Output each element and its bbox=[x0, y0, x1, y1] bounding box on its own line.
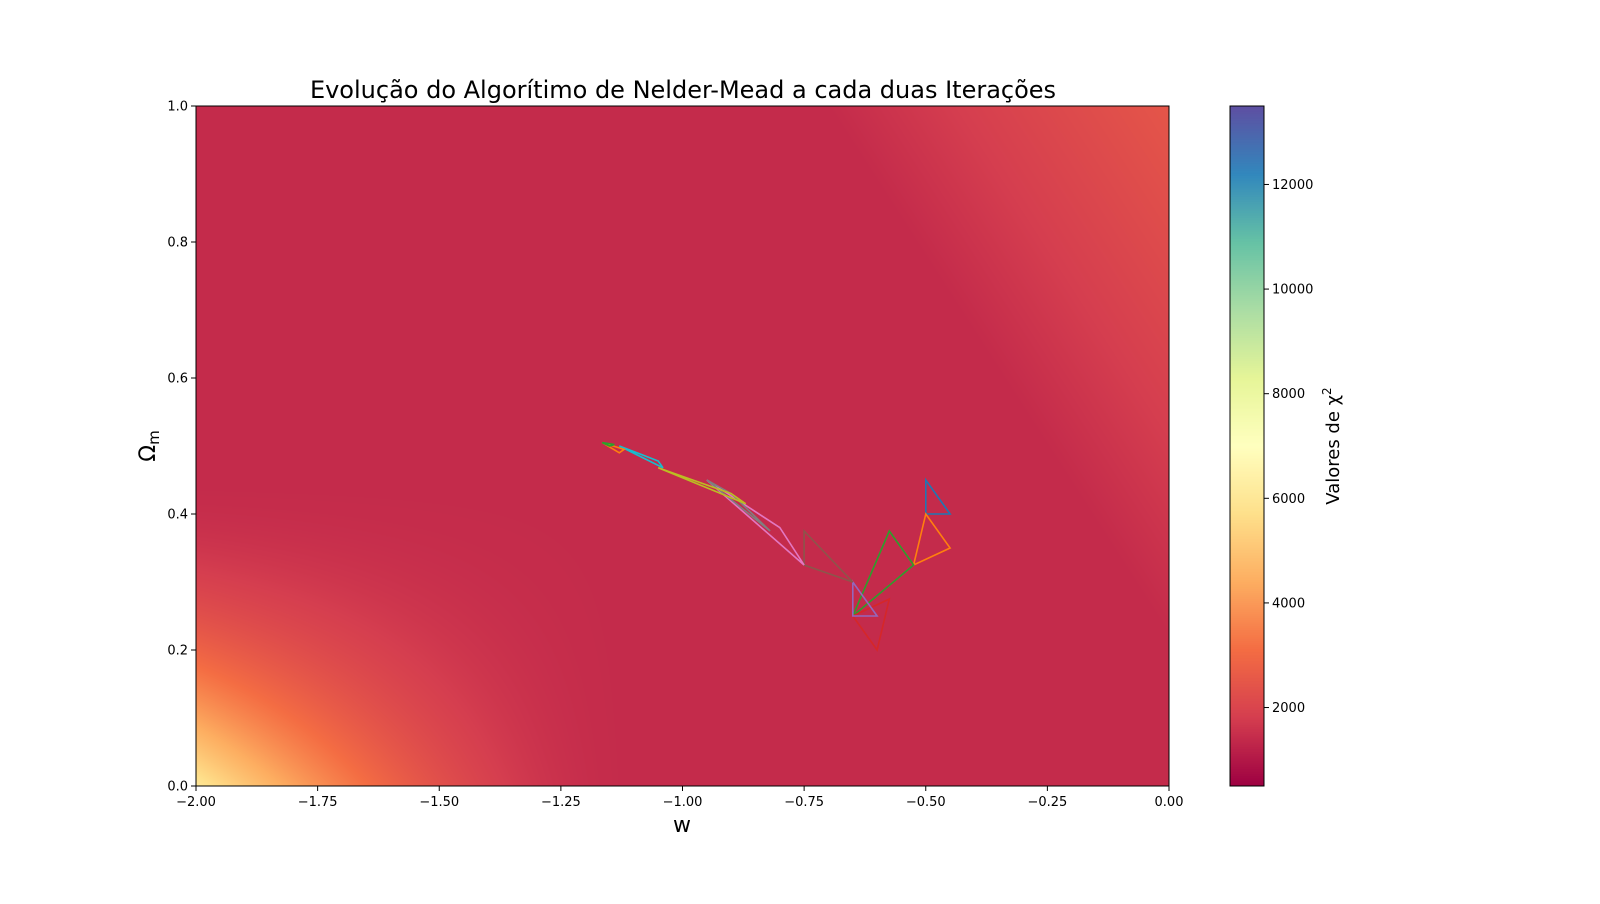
x-tick-label: −1.00 bbox=[663, 795, 703, 810]
simplex-triangle-5 bbox=[851, 579, 879, 617]
x-tick-label: −1.25 bbox=[541, 795, 581, 810]
simplex-triangle-9 bbox=[657, 467, 747, 505]
heatmap-foreign bbox=[196, 106, 1169, 786]
y-tick-label: 0.4 bbox=[167, 508, 188, 523]
y-axis-label-main: Ω bbox=[136, 445, 161, 462]
chart-title: Evolução do Algorítimo de Nelder-Mead a … bbox=[310, 76, 1056, 104]
colorbar-canvas bbox=[1230, 106, 1264, 786]
colorbar-label: Valores de χ2 bbox=[1320, 387, 1344, 504]
y-axis-label: Ωm bbox=[136, 430, 163, 461]
simplex-triangle-12 bbox=[601, 441, 615, 447]
colorbar-tick-label: 8000 bbox=[1272, 387, 1305, 402]
y-axis: 0.0 0.2 0.4 0.6 0.8 1.0 bbox=[167, 100, 196, 795]
y-tick-label: 0.6 bbox=[167, 372, 188, 387]
colorbar-label-sup: 2 bbox=[1320, 387, 1334, 395]
y-tick-label: 0.0 bbox=[167, 780, 188, 795]
y-axis-label-sub: m bbox=[145, 430, 163, 445]
simplex-triangle-3 bbox=[852, 529, 915, 617]
y-tick-label: 0.8 bbox=[167, 236, 188, 251]
x-tick-label: 0.00 bbox=[1155, 795, 1184, 810]
colorbar-frame bbox=[1229, 105, 1265, 787]
x-tick-label: −0.50 bbox=[906, 795, 946, 810]
simplex-triangle-8 bbox=[706, 479, 771, 532]
colorbar-tick-label: 2000 bbox=[1272, 701, 1305, 716]
simplex-triangle-11 bbox=[601, 441, 626, 454]
simplex-layer bbox=[601, 441, 952, 652]
plot-area bbox=[195, 105, 1170, 787]
x-axis-label: w bbox=[673, 813, 691, 838]
x-tick-label: −2.00 bbox=[176, 795, 216, 810]
colorbar-tick-label: 4000 bbox=[1272, 596, 1305, 611]
colorbar-ticks: 2000 4000 6000 8000 10000 12000 bbox=[1264, 178, 1313, 716]
simplex-triangle-1 bbox=[924, 477, 952, 515]
x-tick-label: −0.75 bbox=[784, 795, 824, 810]
colorbar-foreign bbox=[1230, 106, 1264, 786]
x-axis: −2.00 −1.75 −1.50 −1.25 −1.00 −0.75 −0.50 −0.25… bbox=[176, 786, 1183, 810]
colorbar-tick-label: 10000 bbox=[1272, 283, 1313, 298]
x-tick-label: −1.50 bbox=[419, 795, 459, 810]
colorbar-tick-label: 12000 bbox=[1272, 178, 1313, 193]
simplex-triangle-7 bbox=[706, 479, 805, 566]
simplex-triangle-10 bbox=[618, 445, 664, 469]
colorbar-label-main: Valores de χ bbox=[1323, 395, 1344, 505]
x-tick-label: −1.75 bbox=[298, 795, 338, 810]
y-tick-label: 1.0 bbox=[167, 100, 188, 115]
simplex-triangle-6 bbox=[803, 529, 854, 583]
x-tick-label: −0.25 bbox=[1027, 795, 1067, 810]
simplex-triangle-2 bbox=[912, 512, 952, 567]
y-tick-label: 0.2 bbox=[167, 644, 188, 659]
colorbar: 2000 4000 6000 8000 10000 12000 Valores de χ2 bbox=[1229, 105, 1344, 787]
colorbar-tick-label: 6000 bbox=[1272, 492, 1305, 507]
heatmap-canvas bbox=[196, 106, 1169, 786]
